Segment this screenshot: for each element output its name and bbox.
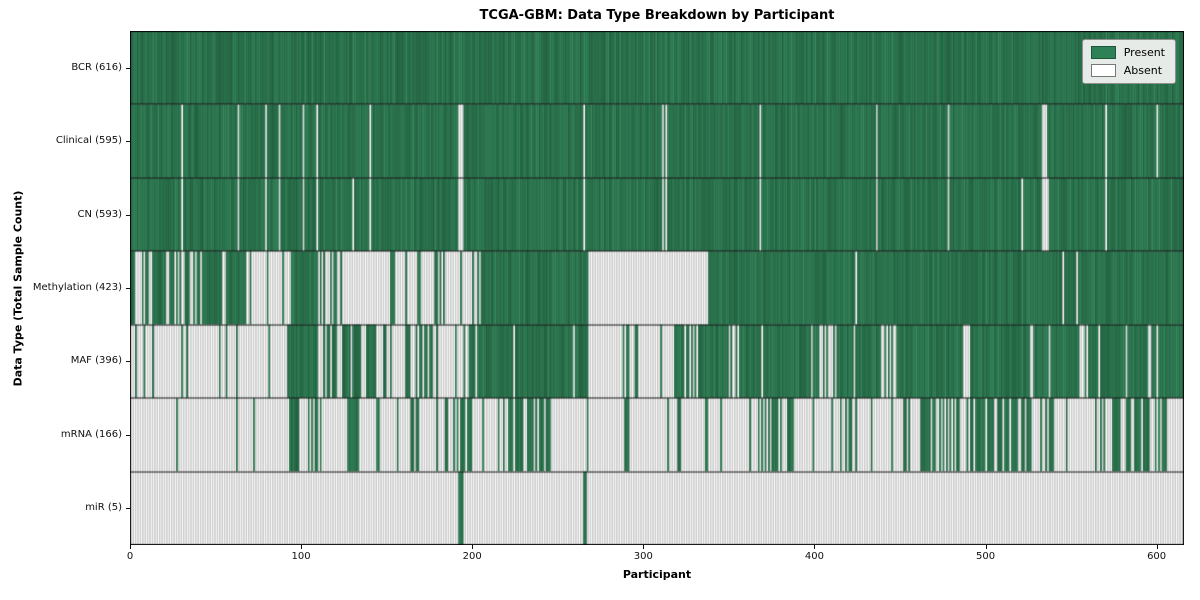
x-tick-label: 0 [126, 551, 134, 562]
row-label-miR: miR (5) [85, 502, 122, 514]
row-label-Methylation: Methylation (423) [32, 282, 122, 293]
row-label-CN: CN (593) [77, 208, 122, 220]
y-tick [126, 288, 130, 289]
x-tick-label: 300 [633, 551, 653, 562]
plot-area: Present Absent [130, 31, 1184, 545]
x-tick [643, 545, 644, 549]
row-label-mRNA: mRNA (166) [60, 428, 122, 440]
x-tick [986, 545, 987, 549]
x-tick-label: 200 [462, 551, 482, 562]
x-tick [301, 545, 302, 549]
chart-title: TCGA-GBM: Data Type Breakdown by Partici… [479, 8, 835, 23]
x-tick [472, 545, 473, 549]
legend: Present Absent [1081, 39, 1176, 84]
x-tick-label: 400 [804, 551, 824, 562]
x-tick [814, 545, 815, 549]
y-tick [126, 68, 130, 69]
x-tick-label: 600 [1147, 551, 1167, 562]
legend-label-absent: Absent [1123, 64, 1163, 77]
heatmap-canvas [130, 31, 1184, 545]
x-tick-label: 100 [291, 551, 311, 562]
y-tick [126, 215, 130, 216]
present-swatch-icon [1090, 46, 1116, 59]
legend-item-absent: Absent [1090, 64, 1165, 77]
y-tick [126, 361, 130, 362]
x-axis-label: Participant [622, 568, 692, 581]
y-tick [126, 141, 130, 142]
legend-item-present: Present [1090, 46, 1165, 59]
y-tick [126, 508, 130, 509]
y-tick [126, 435, 130, 436]
legend-label-present: Present [1123, 46, 1165, 59]
row-label-BCR: BCR (616) [71, 61, 122, 73]
row-label-Clinical: Clinical (595) [55, 135, 122, 147]
absent-swatch-icon [1090, 64, 1116, 77]
row-label-MAF: MAF (396) [70, 355, 122, 367]
x-tick [130, 545, 131, 549]
x-tick-label: 500 [975, 551, 996, 562]
x-tick [1157, 545, 1158, 549]
